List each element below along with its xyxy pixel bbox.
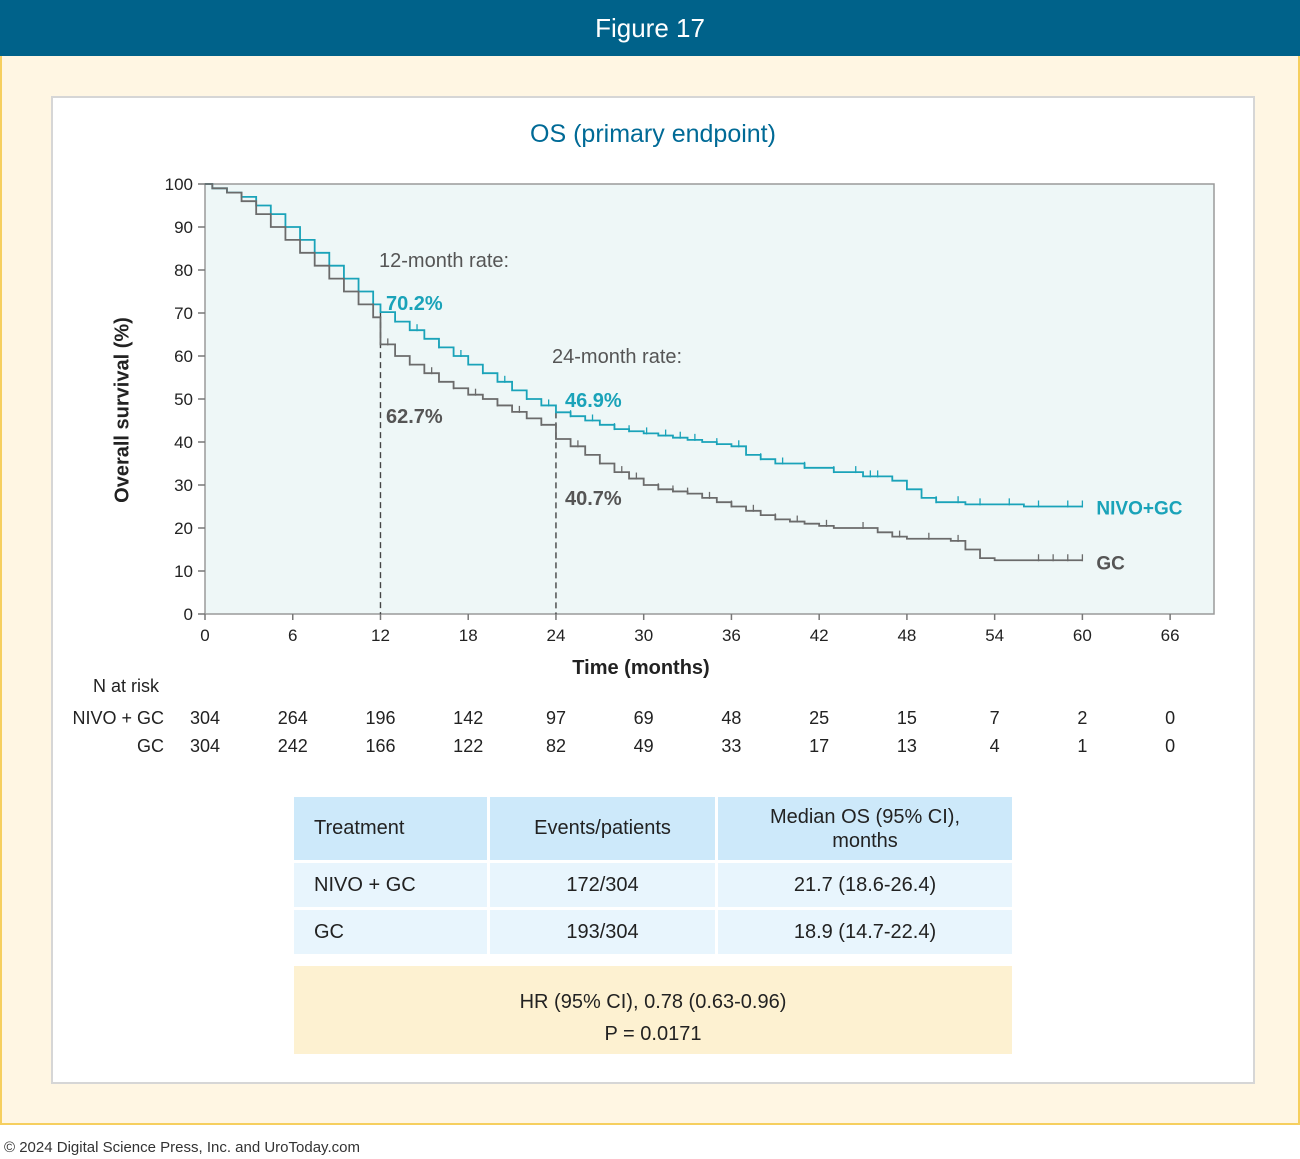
y-tick-label: 60 [174,347,193,366]
risk-cell: 49 [633,736,654,756]
x-axis-label: Time (months) [572,657,710,679]
table-row: GC 193/304 18.9 (14.7-22.4) [294,910,1012,957]
hazard-ratio-text: HR (95% CI), 0.78 (0.63-0.96) [519,991,787,1013]
y-tick-label: 50 [174,390,193,409]
plot-area [204,183,1215,615]
copyright-footer: © 2024 Digital Science Press, Inc. and U… [4,1139,360,1156]
figure-title: Figure 17 [595,12,705,43]
x-tick-label: 48 [897,626,916,645]
treatment-cell: GC [294,910,490,957]
risk-table-title: N at risk [93,676,160,696]
header-events: Events/patients [490,797,718,863]
risk-cell: 142 [453,708,484,728]
risk-row-label: NIVO + GC [72,708,164,728]
events-cell: 172/304 [490,863,718,910]
risk-cell: 17 [809,736,830,756]
y-tick-label: 30 [174,476,193,495]
x-tick-label: 54 [985,626,1004,645]
risk-cell: 264 [277,708,308,728]
risk-cell: 1 [1077,736,1088,756]
annotation-gc-24-month: 40.7% [565,488,622,510]
x-tick-label: 12 [371,626,390,645]
x-tick-label: 24 [546,626,565,645]
header-treatment: Treatment [294,797,490,863]
y-tick-label: 10 [174,562,193,581]
header-median-line1: Median OS (95% CI), [769,805,961,828]
table-row: NIVO + GC 172/304 21.7 (18.6-26.4) [294,863,1012,910]
risk-cell: 82 [545,736,566,756]
treatment-cell: NIVO + GC [294,863,490,910]
risk-cell: 69 [633,708,654,728]
risk-cell: 97 [545,708,566,728]
risk-cell: 13 [896,736,917,756]
annotation-gc-12-month: 62.7% [386,406,443,428]
risk-cell: 2 [1077,708,1088,728]
annotation-12-month-rate: 12-month rate: [379,250,509,272]
header-median-line2: months [832,829,898,852]
series-label-nivo-gc: NIVO+GC [1096,499,1182,520]
x-tick-label: 60 [1073,626,1092,645]
median-cell: 18.9 (14.7-22.4) [718,910,1012,957]
series-label-gc: GC [1096,553,1125,574]
risk-row-label: GC [137,736,164,756]
risk-cell: 166 [365,736,396,756]
risk-cell: 48 [721,708,742,728]
events-cell: 193/304 [490,910,718,957]
risk-cell: 33 [721,736,742,756]
y-tick-label: 80 [174,261,193,280]
p-value-text: P = 0.0171 [604,1023,702,1045]
risk-cell: 304 [189,736,221,756]
y-tick-label: 70 [174,304,193,323]
y-tick-label: 100 [165,175,193,194]
annotation-nivo-24-month: 46.9% [565,390,622,412]
risk-cell: 4 [989,736,1000,756]
risk-cell: 242 [277,736,308,756]
y-tick-label: 40 [174,433,193,452]
x-tick-label: 42 [810,626,829,645]
annotation-24-month-rate: 24-month rate: [552,346,682,368]
risk-cell: 15 [896,708,917,728]
summary-table: Treatment Events/patients Median OS (95%… [294,797,1012,957]
header-median: Median OS (95% CI), months [718,797,1012,863]
risk-cell: 196 [365,708,396,728]
x-tick-label: 66 [1161,626,1180,645]
y-tick-label: 20 [174,519,193,538]
hazard-ratio-box: HR (95% CI), 0.78 (0.63-0.96) P = 0.0171 [294,966,1012,1054]
risk-cell: 304 [189,708,221,728]
median-cell: 21.7 (18.6-26.4) [718,863,1012,910]
y-tick-label: 90 [174,218,193,237]
risk-cell: 0 [1165,736,1176,756]
chart-title: OS (primary endpoint) [530,120,776,148]
x-tick-label: 0 [200,626,209,645]
risk-cell: 0 [1165,708,1176,728]
y-tick-label: 0 [184,605,193,624]
figure-header: Figure 17 [0,0,1300,56]
x-tick-label: 30 [634,626,653,645]
risk-cell: 25 [809,708,830,728]
x-tick-label: 6 [288,626,297,645]
risk-cell: 7 [989,708,1000,728]
x-tick-label: 18 [459,626,478,645]
annotation-nivo-12-month: 70.2% [386,293,443,315]
x-tick-label: 36 [722,626,741,645]
risk-cell: 122 [453,736,484,756]
